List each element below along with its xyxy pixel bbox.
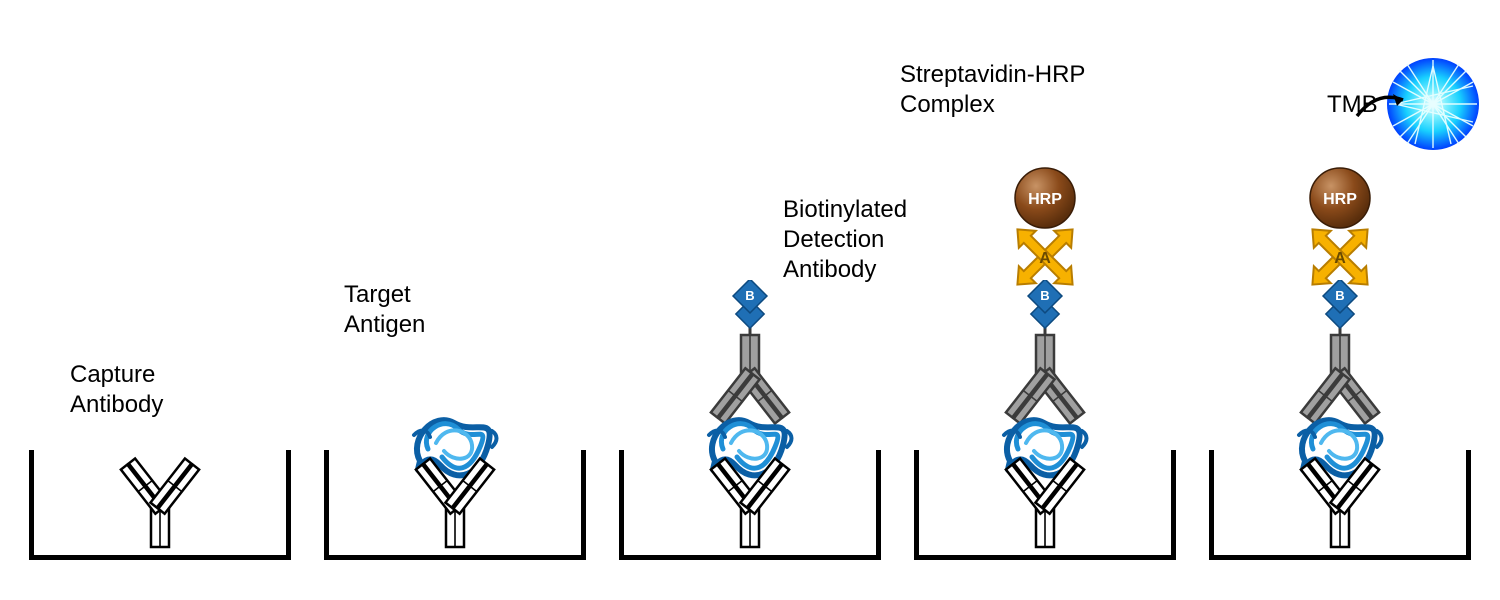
biotin-icon xyxy=(1320,280,1360,336)
label-biotinylated-detection-antibody: BiotinylatedDetectionAntibody xyxy=(783,195,907,285)
capture-antibody-icon xyxy=(980,455,1110,550)
label-streptavidin-hrp-complex: Streptavidin-HRPComplex xyxy=(900,60,1085,120)
label-target-antigen: TargetAntigen xyxy=(344,280,425,340)
stack-4 xyxy=(945,166,1145,550)
biotin-icon xyxy=(1025,280,1065,336)
label-tmb: TMB xyxy=(1327,90,1378,120)
panel-4: Streptavidin-HRPComplex xyxy=(910,40,1180,560)
label-capture-antibody: CaptureAntibody xyxy=(70,360,163,420)
panel-1: CaptureAntibody xyxy=(25,40,295,560)
stack-3 xyxy=(650,280,850,550)
capture-antibody-icon xyxy=(390,455,520,550)
panel-2: TargetAntigen xyxy=(320,40,590,560)
diagram-root: CaptureAntibody TargetAntigen Biotinylat… xyxy=(0,40,1500,560)
stack-5 xyxy=(1240,166,1440,550)
capture-antibody-icon xyxy=(1275,455,1405,550)
panel-5: TMB xyxy=(1205,40,1475,560)
stack-1 xyxy=(60,455,260,550)
biotin-icon xyxy=(730,280,770,336)
stack-2 xyxy=(355,391,555,550)
panel-3: BiotinylatedDetectionAntibody xyxy=(615,40,885,560)
capture-antibody-icon xyxy=(685,455,815,550)
capture-antibody-icon xyxy=(95,455,225,550)
